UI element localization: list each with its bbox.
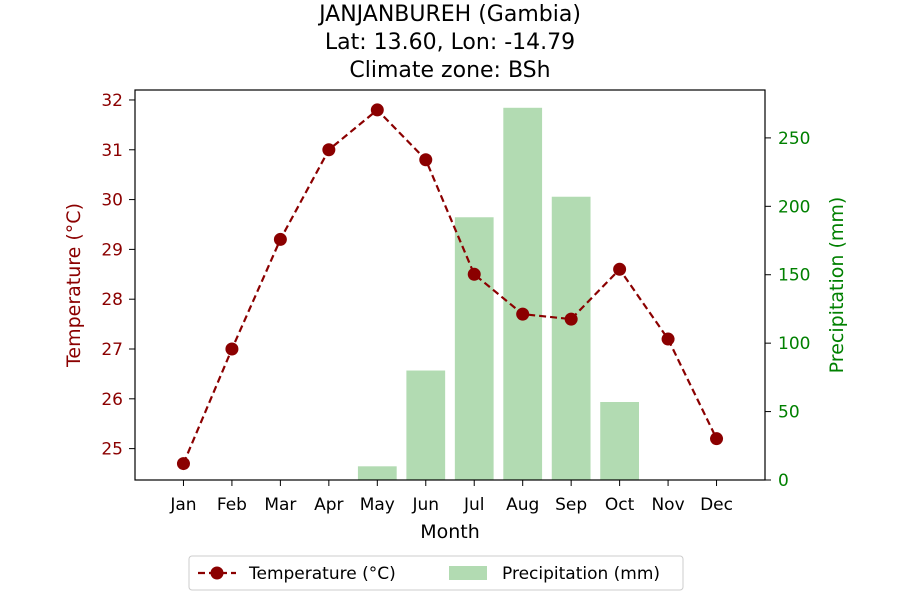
right-axis: 0 50 100 150 200 250 [765,129,810,491]
temperature-point-sep [564,312,578,326]
temperature-point-jul [467,267,481,281]
left-axis: 25 26 27 28 29 30 31 32 [101,91,135,460]
legend-precipitation-label: Precipitation (mm) [502,564,660,584]
precipitation-bars [357,107,639,480]
x-tick-label-jan: Jan [169,495,196,515]
right-tick-label-100: 100 [778,334,810,354]
x-tick-label-feb: Feb [217,495,247,515]
precipitation-bar-aug [503,107,543,480]
x-tick-label-dec: Dec [700,495,733,515]
title-line-3: Climate zone: BSh [349,58,550,83]
temperature-point-may [370,103,384,117]
temperature-point-jan [176,457,190,471]
temperature-point-jun [419,153,433,167]
x-axis: Jan Feb Mar Apr May Jun Jul Aug Sep Oct Nov Dec [169,480,733,515]
temperature-line [176,103,724,471]
x-tick-label-nov: Nov [651,495,684,515]
x-tick-label-oct: Oct [605,495,635,515]
right-tick-label-50: 50 [778,403,800,423]
title-line-1: JANJANBUREH (Gambia) [317,2,581,27]
x-tick-label-may: May [360,495,395,515]
left-tick-label-29: 29 [101,240,123,260]
right-axis-label: Precipitation (mm) [826,197,848,374]
legend: Temperature (°C) Precipitation (mm) [188,555,684,591]
x-tick-label-mar: Mar [264,495,296,515]
left-tick-label-26: 26 [101,390,123,410]
precipitation-bar-jul [454,217,494,480]
precipitation-bar-jun [406,370,446,480]
temperature-point-feb [225,342,239,356]
temperature-point-dec [710,432,724,446]
right-tick-label-150: 150 [778,266,810,286]
left-tick-label-31: 31 [101,141,123,161]
precipitation-bar-may [357,466,397,480]
temperature-point-apr [322,143,336,157]
right-tick-label-250: 250 [778,129,810,149]
left-tick-label-30: 30 [101,191,123,211]
legend-precipitation-swatch [449,566,487,580]
plot-frame [134,89,766,481]
x-tick-label-aug: Aug [506,495,539,515]
x-axis-label: Month [420,521,480,543]
legend-temperature-swatch-marker [210,566,224,580]
left-tick-label-27: 27 [101,340,123,360]
precipitation-bar-sep [551,196,591,480]
x-tick-label-jun: Jun [411,495,439,515]
title-line-2: Lat: 13.60, Lon: -14.79 [325,30,575,55]
chart-title: JANJANBUREH (Gambia) Lat: 13.60, Lon: -1… [317,2,581,83]
legend-frame [188,555,684,591]
x-tick-label-apr: Apr [314,495,343,515]
x-tick-label-jul: Jul [463,495,485,515]
left-tick-label-25: 25 [101,440,123,460]
temperature-point-nov [661,332,675,346]
temperature-point-oct [613,262,627,276]
left-axis-label: Temperature (°C) [63,203,85,368]
precipitation-bar-oct [600,402,639,480]
x-tick-label-sep: Sep [555,495,587,515]
temperature-series-line [182,108,718,464]
right-tick-label-0: 0 [778,471,789,491]
left-tick-label-28: 28 [101,290,123,310]
left-tick-label-32: 32 [101,91,123,111]
right-tick-label-200: 200 [778,197,810,217]
temperature-point-mar [273,232,287,246]
legend-temperature-label: Temperature (°C) [248,564,396,584]
temperature-point-aug [516,307,530,321]
